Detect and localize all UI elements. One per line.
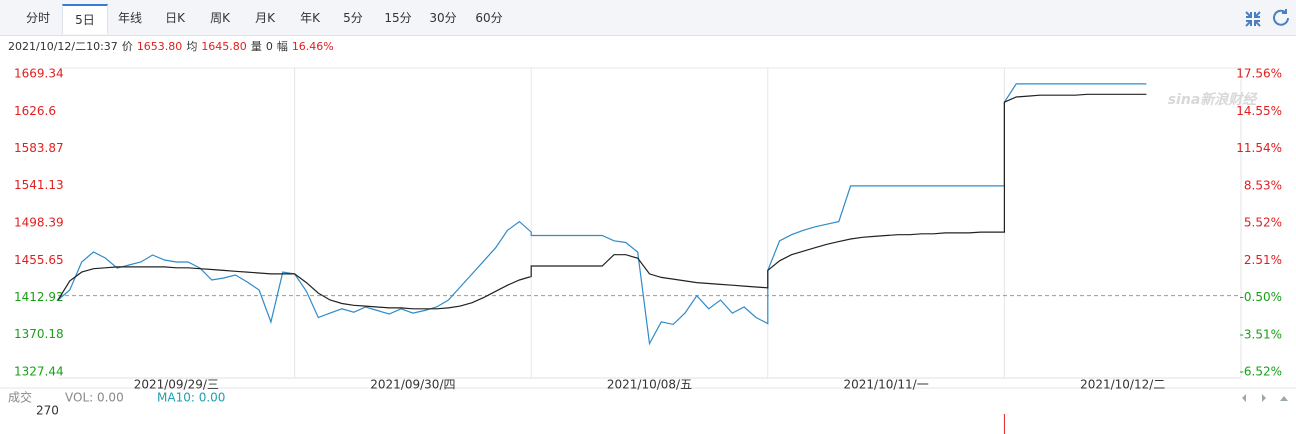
y-tick-label: 1669.34 — [14, 67, 64, 81]
x-tick-label: 2021/10/08/五 — [607, 378, 692, 392]
y2-tick-label: -0.50% — [1240, 290, 1282, 304]
y-tick-label: 1412.92 — [14, 290, 64, 304]
info-item: 价 — [121, 40, 133, 53]
y-tick-label: 1370.18 — [14, 327, 64, 341]
info-item: 1645.80 — [201, 40, 247, 53]
tab[interactable]: 60分 — [475, 11, 503, 25]
y2-tick-label: 17.56% — [1236, 67, 1282, 81]
volume-tick-label: 270 — [36, 404, 59, 418]
x-tick-label: 2021/09/30/四 — [370, 378, 455, 392]
tab[interactable]: 月K — [255, 11, 275, 25]
watermark: sina新浪财经 — [1168, 91, 1259, 108]
tab[interactable]: 30分 — [429, 11, 457, 25]
tab-bar: 分时 5日 年线 日K 周K 月K 年K 5分 15分 30分 60分 — [0, 0, 1296, 36]
y-tick-label: 1626.6 — [14, 104, 56, 118]
tab[interactable]: 5分 — [343, 11, 363, 25]
info-item: 幅 — [276, 40, 288, 53]
y2-tick-label: 8.53% — [1244, 178, 1282, 192]
y2-tick-label: 5.52% — [1244, 216, 1282, 230]
y2-tick-label: -3.51% — [1240, 327, 1282, 341]
x-tick-label: 2021/10/12/二 — [1080, 378, 1165, 392]
series-line — [57, 93, 1147, 310]
y-tick-label: 1583.87 — [14, 141, 64, 155]
info-item: 均 — [186, 40, 198, 53]
y2-tick-label: 2.51% — [1244, 253, 1282, 267]
scroll-arrows[interactable] — [1242, 394, 1288, 402]
tab[interactable]: 周K — [210, 11, 230, 25]
series-line — [57, 83, 1147, 346]
volume-ma: MA10: 0.00 — [157, 391, 225, 405]
tab[interactable]: 年K — [300, 11, 320, 25]
y-tick-label: 1541.13 — [14, 178, 64, 192]
y2-tick-label: 14.55% — [1236, 104, 1282, 118]
tab[interactable]: 分时 — [25, 11, 50, 25]
x-tick-label: 2021/10/11/一 — [843, 378, 928, 392]
volume-label: 成交 — [8, 390, 32, 405]
toolbar-icons[interactable] — [1245, 9, 1289, 27]
info-item: 量 — [250, 40, 262, 53]
tab[interactable]: 日K — [165, 11, 185, 25]
tab[interactable]: 15分 — [384, 11, 412, 25]
info-item: 16.46% — [291, 40, 334, 53]
y-tick-label: 1327.44 — [14, 365, 64, 379]
tab[interactable]: 5日 — [62, 4, 108, 34]
tab[interactable]: 年线 — [117, 11, 142, 25]
info-item: 0 — [265, 40, 273, 53]
y2-tick-label: 11.54% — [1236, 141, 1282, 155]
y-tick-label: 1498.39 — [14, 216, 64, 230]
x-tick-label: 2021/09/29/三 — [134, 378, 219, 392]
info-item: 2021/10/12/二10:37 — [8, 40, 118, 53]
y-tick-label: 1455.65 — [14, 253, 64, 267]
y2-tick-label: -6.52% — [1240, 365, 1282, 379]
info-item: 1653.80 — [136, 40, 183, 53]
volume-vol: VOL: 0.00 — [65, 391, 124, 405]
info-line: 2021/10/12/二10:37 价 1653.80 均 1645.80 量 0 幅 16.4… — [8, 38, 338, 54]
